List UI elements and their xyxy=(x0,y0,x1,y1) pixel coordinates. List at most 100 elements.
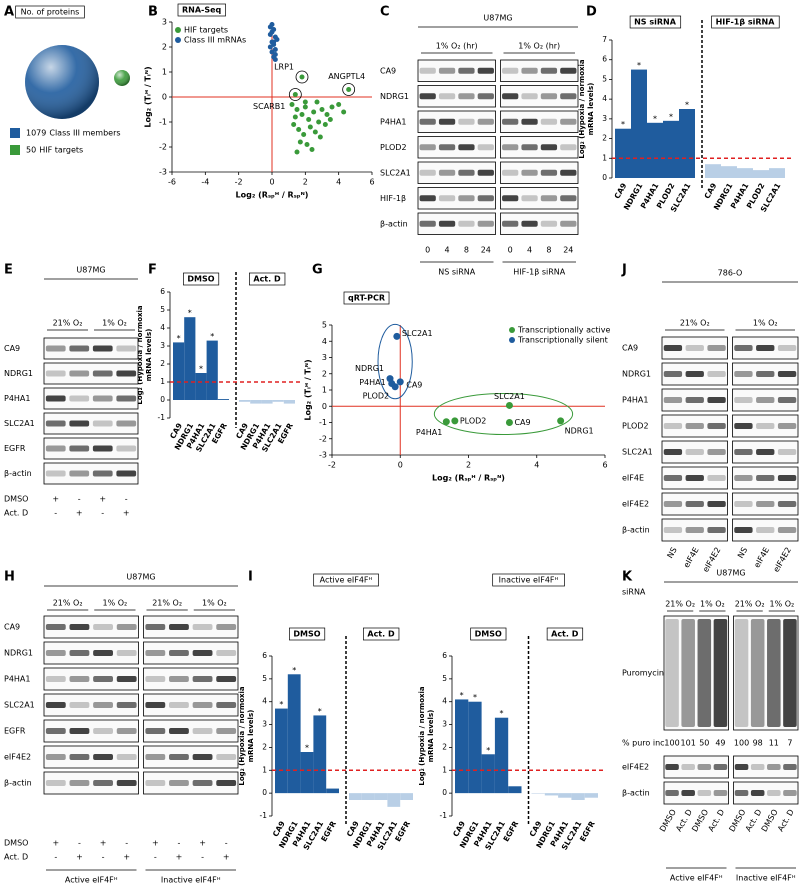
band xyxy=(169,650,189,656)
y-tick-label: 0 xyxy=(262,788,267,797)
significance: * xyxy=(486,746,490,755)
x-tick-label: 0 xyxy=(398,461,403,470)
band xyxy=(169,728,189,734)
band xyxy=(69,754,90,760)
band xyxy=(92,420,113,427)
significance: * xyxy=(460,691,464,700)
band xyxy=(783,764,797,770)
y-axis-label: mRNA levels) xyxy=(427,710,435,763)
band xyxy=(69,470,90,477)
blot-frame xyxy=(500,110,579,133)
point xyxy=(309,147,315,152)
blot-frame xyxy=(43,693,139,717)
point xyxy=(296,127,302,132)
bar xyxy=(206,340,218,400)
band xyxy=(458,118,475,125)
band xyxy=(216,754,237,760)
band xyxy=(540,220,558,227)
band xyxy=(145,728,166,734)
band xyxy=(756,345,775,351)
point xyxy=(292,92,298,97)
band xyxy=(560,118,577,125)
bar xyxy=(300,752,314,794)
band xyxy=(116,445,137,452)
group-ellipse xyxy=(377,323,413,400)
point xyxy=(314,99,320,105)
label-box xyxy=(711,15,780,29)
blot-frame xyxy=(43,641,139,665)
lane-label: + xyxy=(123,509,130,518)
blot-frame xyxy=(143,641,239,665)
band xyxy=(663,527,683,533)
band xyxy=(438,144,456,151)
label-box xyxy=(470,627,507,641)
footer-label: Active eIF4Fᴴ xyxy=(670,874,723,883)
band xyxy=(477,118,494,125)
legend-swatch xyxy=(10,128,20,138)
y-tick-label: 3 xyxy=(162,18,167,27)
x-tick-label: -2 xyxy=(235,178,243,187)
band xyxy=(419,144,436,151)
point xyxy=(267,44,273,50)
point xyxy=(302,104,308,110)
band xyxy=(707,423,726,429)
y-tick-label: 5 xyxy=(602,74,607,83)
point xyxy=(391,383,399,391)
row-label: P4HA1 xyxy=(380,117,407,126)
y-tick-label: 2 xyxy=(162,43,167,52)
lane-label: + xyxy=(99,495,106,504)
band xyxy=(438,195,456,202)
blot-frame xyxy=(732,414,799,438)
bar xyxy=(261,400,273,404)
significance: * xyxy=(637,61,641,70)
significance: * xyxy=(210,332,214,341)
row-label: SLC2A1 xyxy=(4,701,35,710)
significance: * xyxy=(177,334,181,343)
band xyxy=(685,371,704,377)
blot-frame xyxy=(43,412,139,435)
y-tick-label: -2 xyxy=(319,434,327,443)
blot-frame xyxy=(143,693,239,717)
bar xyxy=(275,708,288,794)
band xyxy=(713,764,728,770)
y-axis-label: Log₂ (Tᵢᴴ / Tᵢᴺ) xyxy=(144,66,153,127)
blot-frame xyxy=(143,719,239,743)
row-label: EGFR xyxy=(4,444,26,453)
band xyxy=(685,449,704,455)
legend-marker xyxy=(175,27,181,33)
blot-frame xyxy=(417,212,496,235)
band xyxy=(69,345,90,352)
band xyxy=(45,370,66,377)
measurement-value: 101 xyxy=(681,739,696,748)
point xyxy=(346,87,352,92)
band xyxy=(169,780,189,786)
bar xyxy=(508,786,522,794)
row-label: NDRG1 xyxy=(4,369,33,378)
band xyxy=(92,345,113,352)
blot-frame xyxy=(500,136,579,159)
significance: * xyxy=(318,707,322,716)
blot-title: U87MG xyxy=(126,573,155,582)
band xyxy=(502,169,519,176)
significance: * xyxy=(199,365,203,374)
measurement-value: 49 xyxy=(715,739,725,748)
band xyxy=(45,780,66,786)
point xyxy=(393,332,401,340)
row-label: CA9 xyxy=(4,344,20,353)
bar xyxy=(721,166,737,178)
band xyxy=(663,345,683,351)
band xyxy=(734,501,753,507)
band xyxy=(116,624,137,630)
x-axis-label: Log₂ (Rₛₚᴴ / Rₛₚᴺ) xyxy=(432,474,505,483)
bubble-shine xyxy=(114,70,130,86)
y-tick-label: 1 xyxy=(322,386,327,395)
band xyxy=(438,169,456,176)
band xyxy=(777,501,797,507)
point-label: PLOD2 xyxy=(363,391,390,400)
blot-frame xyxy=(661,414,728,438)
footer-label: NS siRNA xyxy=(438,268,476,277)
measurement-value: 11 xyxy=(769,739,779,748)
group-title: DMSO xyxy=(475,630,502,639)
band xyxy=(419,93,436,100)
y-tick-label: 2 xyxy=(602,134,607,143)
